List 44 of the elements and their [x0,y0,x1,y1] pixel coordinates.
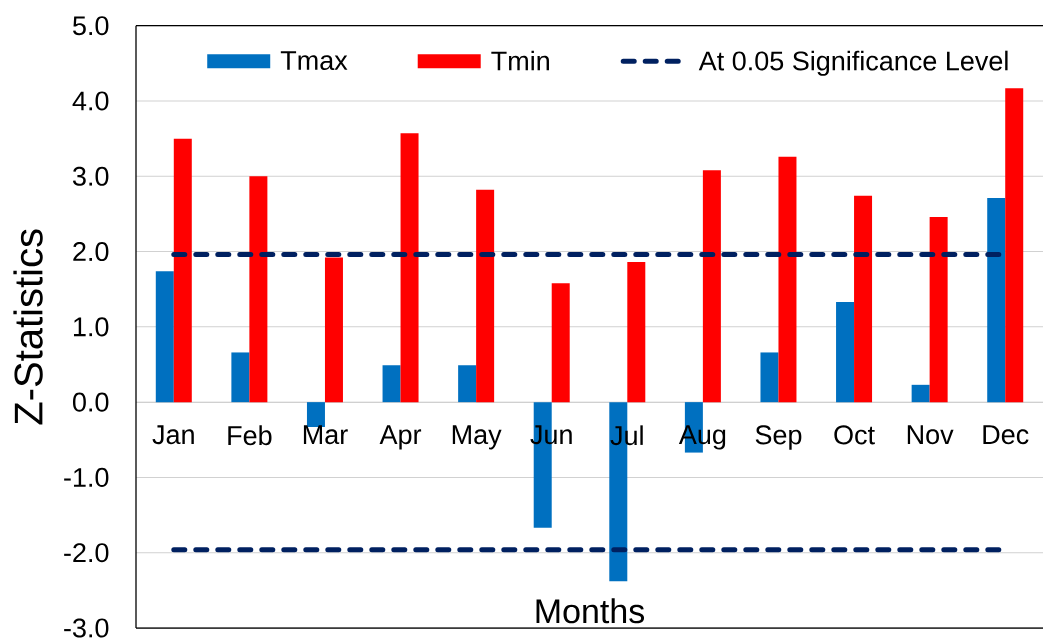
legend-label: Tmax [280,51,348,71]
x-axis-title: Months [536,598,645,624]
bar [306,402,325,427]
bar [627,262,646,403]
y-tick-label: 0.0 [72,392,109,412]
bar [324,257,343,403]
y-axis-title: Z-Statistics [13,229,43,425]
bar [231,352,250,403]
bar [929,216,948,403]
bar [778,156,797,403]
bar [173,138,192,403]
x-tick-label: Sep [755,425,802,450]
bar [551,283,570,403]
bar [987,198,1006,403]
x-tick-label: Jan [152,425,194,445]
bar [702,170,721,403]
y-tick-label: 2.0 [73,242,109,262]
bar [476,189,495,403]
bar [155,271,174,403]
y-tick-label: -1.0 [64,467,109,487]
bar [382,365,401,403]
x-tick-label: Nov [907,425,954,445]
y-tick-label: -3.0 [64,618,109,638]
bar [249,176,268,403]
x-tick-label: Mar [303,425,348,445]
bar [760,352,779,403]
legend-label: At 0.05 Significance Level [698,50,1008,76]
x-tick-label: Feb [228,425,272,446]
bar [854,195,873,403]
y-tick-label: 5.0 [73,16,109,36]
x-tick-label: Oct [834,425,875,445]
bar [400,133,419,403]
x-tick-label: Dec [983,425,1029,445]
x-tick-label: May [452,425,502,450]
bar [1005,88,1024,403]
bar [836,302,855,403]
bar [458,365,477,403]
y-tick-label: 1.0 [73,317,109,337]
bar [911,384,930,403]
x-tick-label: Apr [379,425,422,450]
legend-label: Tmin [491,50,549,71]
y-tick-label: 3.0 [72,166,109,186]
y-tick-label: -2.0 [64,543,109,563]
y-tick-label: 4.0 [72,91,109,111]
